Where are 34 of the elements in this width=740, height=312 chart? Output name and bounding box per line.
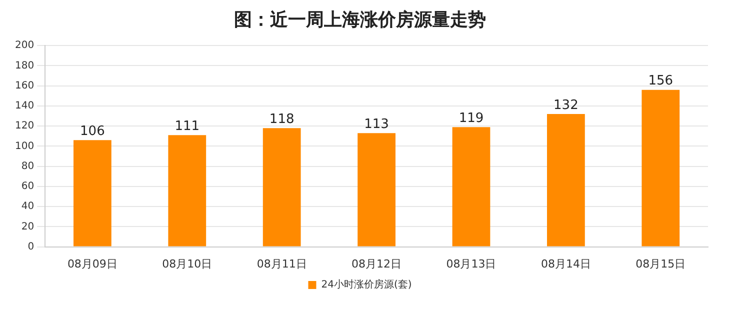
data-label: 132	[554, 98, 578, 113]
x-tick-label: 08月09日	[67, 257, 118, 270]
x-tick-label: 08月15日	[636, 257, 686, 270]
chart-title: 图：近一周上海涨价房源量走势	[234, 9, 486, 30]
bar	[642, 90, 680, 246]
bar	[168, 135, 206, 246]
x-tick-label: 08月12日	[352, 257, 402, 270]
bar	[74, 140, 112, 246]
data-label: 106	[80, 124, 105, 140]
y-tick-label: 180	[14, 60, 34, 72]
x-tick-label: 08月13日	[446, 257, 496, 270]
data-label: 119	[458, 110, 484, 126]
y-tick-label: 200	[14, 40, 34, 52]
y-tick-label: 20	[21, 221, 34, 232]
x-tick-label: 08月14日	[540, 257, 591, 270]
y-tick-label: 0	[28, 241, 34, 252]
legend-label: 24小时涨价房源(套)	[321, 278, 412, 291]
data-label: 111	[174, 119, 200, 134]
x-tick-label: 08月10日	[162, 257, 212, 270]
y-tick-label: 160	[14, 80, 34, 92]
y-tick-label: 80	[21, 160, 34, 172]
y-tick-label: 60	[21, 181, 34, 192]
x-tick-label: 08月11日	[256, 257, 307, 270]
bar	[358, 133, 396, 246]
y-tick-label: 120	[14, 120, 34, 132]
y-tick-label: 40	[21, 201, 34, 212]
bar	[452, 127, 490, 246]
data-label: 156	[648, 74, 674, 89]
bar	[547, 114, 585, 246]
data-label: 118	[269, 112, 294, 127]
y-tick-label: 140	[14, 100, 34, 112]
bar	[262, 128, 301, 246]
y-tick-label: 100	[14, 140, 34, 152]
data-label: 113	[364, 116, 389, 132]
